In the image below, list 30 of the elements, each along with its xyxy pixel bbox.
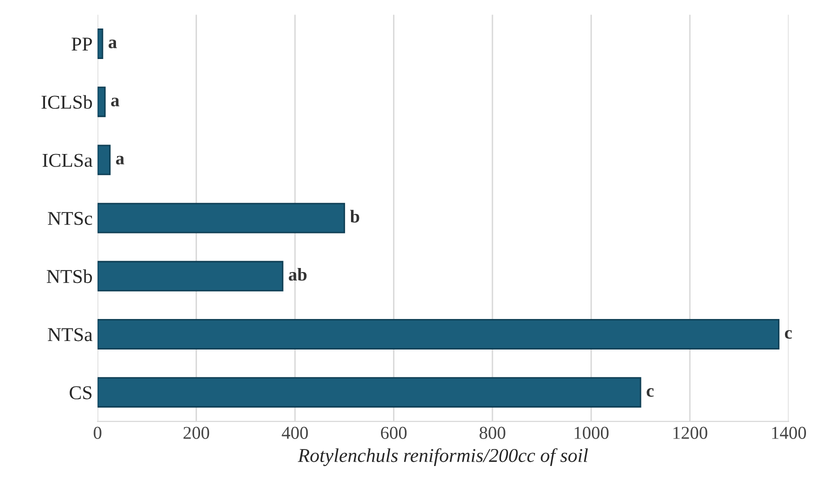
data-label: c bbox=[784, 330, 792, 339]
bar bbox=[98, 377, 642, 408]
bar bbox=[98, 144, 111, 176]
x-tick-label: 400 bbox=[282, 426, 308, 439]
y-tick-label: PP bbox=[72, 38, 92, 50]
data-label: b bbox=[350, 210, 360, 223]
y-tick-label: NTSc bbox=[48, 212, 92, 225]
y-tick-label: ICLSb bbox=[42, 95, 92, 109]
bar bbox=[98, 319, 780, 350]
data-label: ab bbox=[288, 268, 307, 281]
x-tick-label: 200 bbox=[184, 426, 210, 439]
x-tick-label: 0 bbox=[94, 426, 102, 439]
bar bbox=[98, 86, 106, 118]
data-label: a bbox=[116, 156, 124, 164]
x-tick-label: 600 bbox=[380, 426, 407, 439]
bar bbox=[98, 260, 284, 292]
y-tick-label: NTSa bbox=[48, 328, 92, 342]
x-tick-label: 1000 bbox=[574, 426, 609, 439]
y-tick-label: NTSb bbox=[46, 269, 92, 284]
x-tick-label: 1400 bbox=[772, 426, 806, 439]
x-tick-label: 1200 bbox=[673, 426, 708, 439]
bar bbox=[98, 202, 346, 234]
y-tick-label: ICLSa bbox=[42, 154, 92, 167]
data-label: a bbox=[108, 40, 117, 48]
data-label: a bbox=[111, 98, 120, 106]
data-label: c bbox=[646, 388, 654, 397]
x-tick-label: 800 bbox=[480, 426, 506, 439]
bar bbox=[98, 28, 104, 59]
y-tick-label: CS bbox=[70, 386, 92, 400]
x-axis-title: Rotylenchuls reniformis/200cc of soil bbox=[298, 448, 588, 466]
